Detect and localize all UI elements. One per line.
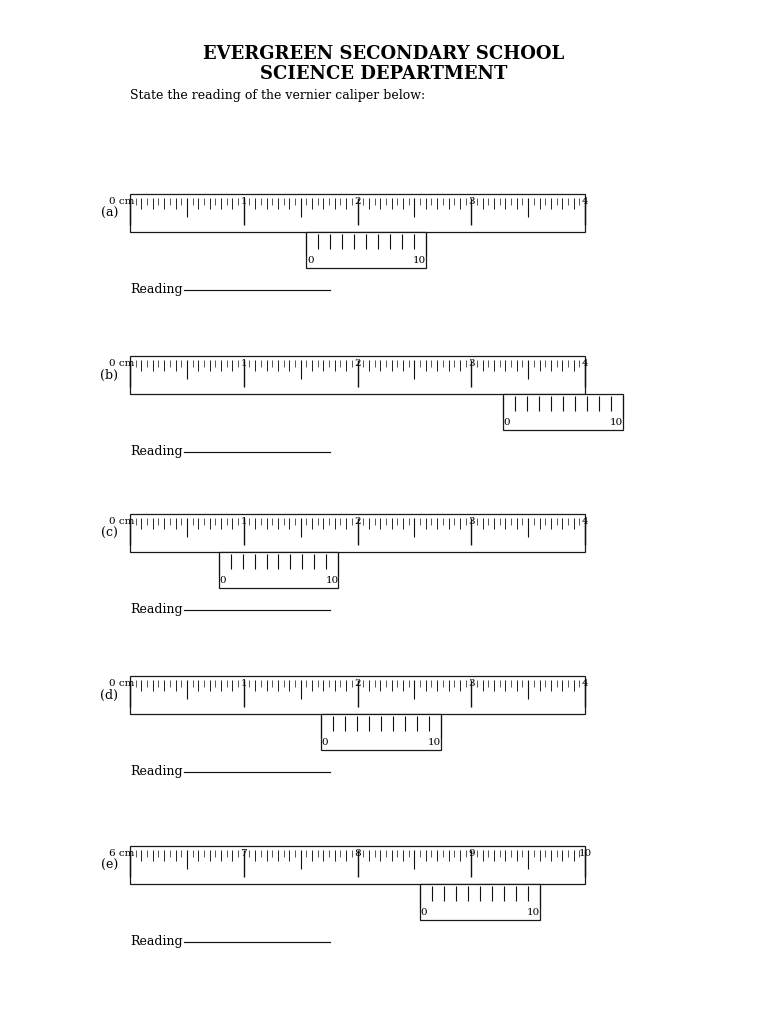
Text: 0: 0 xyxy=(307,256,313,265)
Text: 10: 10 xyxy=(610,418,623,427)
Text: 0: 0 xyxy=(421,908,427,918)
Bar xyxy=(306,232,425,268)
Bar xyxy=(130,676,585,714)
Text: 2: 2 xyxy=(354,359,361,368)
Text: 3: 3 xyxy=(468,517,475,526)
Text: 2: 2 xyxy=(354,517,361,526)
Bar xyxy=(130,514,585,552)
Text: Reading: Reading xyxy=(130,766,183,778)
Text: 10: 10 xyxy=(326,575,339,585)
Text: 0 cm: 0 cm xyxy=(109,359,134,368)
Text: 0 cm: 0 cm xyxy=(109,197,134,206)
Text: 1: 1 xyxy=(240,517,247,526)
Text: State the reading of the vernier caliper below:: State the reading of the vernier caliper… xyxy=(130,89,425,102)
Text: 0: 0 xyxy=(504,418,511,427)
Text: 3: 3 xyxy=(468,359,475,368)
Text: (e): (e) xyxy=(101,858,118,871)
Text: 7: 7 xyxy=(240,849,247,858)
Text: 4: 4 xyxy=(581,359,588,368)
Text: (a): (a) xyxy=(101,207,118,219)
Text: 0: 0 xyxy=(322,738,329,746)
Text: Reading: Reading xyxy=(130,936,183,948)
Text: 4: 4 xyxy=(581,679,588,688)
Text: Reading: Reading xyxy=(130,284,183,297)
Text: EVERGREEN SECONDARY SCHOOL: EVERGREEN SECONDARY SCHOOL xyxy=(204,45,564,63)
Text: 1: 1 xyxy=(240,679,247,688)
Text: 3: 3 xyxy=(468,679,475,688)
Text: 0: 0 xyxy=(220,575,226,585)
Text: 4: 4 xyxy=(581,517,588,526)
Text: 2: 2 xyxy=(354,197,361,206)
Text: 4: 4 xyxy=(581,197,588,206)
Bar xyxy=(503,394,623,430)
Text: 8: 8 xyxy=(354,849,361,858)
Text: 6 cm: 6 cm xyxy=(109,849,134,858)
Text: 2: 2 xyxy=(354,679,361,688)
Text: 10: 10 xyxy=(428,738,441,746)
Text: 10: 10 xyxy=(527,908,540,918)
Text: Reading: Reading xyxy=(130,603,183,616)
Bar xyxy=(219,552,338,588)
Text: 0 cm: 0 cm xyxy=(109,679,134,688)
Bar xyxy=(130,356,585,394)
Bar xyxy=(130,846,585,884)
Text: 1: 1 xyxy=(240,197,247,206)
Bar xyxy=(130,194,585,232)
Text: (c): (c) xyxy=(101,526,118,540)
Text: (b): (b) xyxy=(100,369,118,382)
Bar xyxy=(321,714,441,750)
Text: SCIENCE DEPARTMENT: SCIENCE DEPARTMENT xyxy=(260,65,508,83)
Text: 0 cm: 0 cm xyxy=(109,517,134,526)
Text: 3: 3 xyxy=(468,197,475,206)
Text: 10: 10 xyxy=(413,256,426,265)
Text: Reading: Reading xyxy=(130,445,183,459)
Text: 9: 9 xyxy=(468,849,475,858)
Bar xyxy=(420,884,539,920)
Text: (d): (d) xyxy=(100,688,118,701)
Text: 10: 10 xyxy=(578,849,591,858)
Text: 1: 1 xyxy=(240,359,247,368)
